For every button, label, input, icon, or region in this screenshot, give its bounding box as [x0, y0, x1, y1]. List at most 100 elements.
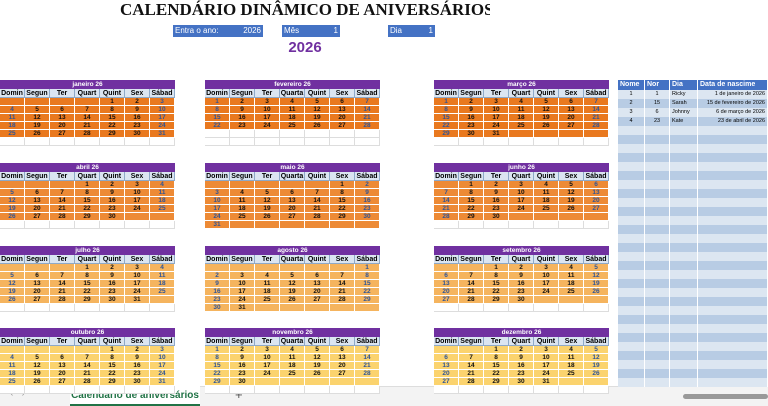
table-cell: Kate	[670, 117, 698, 126]
weekday: Quart	[509, 172, 534, 181]
weekday: Sex	[330, 89, 355, 98]
day-cell: 30	[125, 130, 150, 138]
day-cell: 21	[75, 122, 100, 130]
day-cell: 23	[100, 288, 125, 296]
empty-row	[618, 243, 645, 252]
empty-row	[645, 198, 670, 207]
day-input[interactable]	[388, 25, 435, 37]
empty-row	[618, 135, 645, 144]
day-cell: 21	[434, 205, 459, 213]
table-header[interactable]: Nor	[645, 80, 670, 90]
empty-cell	[305, 386, 330, 394]
day-cell: 20	[50, 370, 75, 378]
day-cell: 13	[25, 280, 50, 288]
day-cell: 14	[50, 197, 75, 205]
empty-row	[645, 297, 670, 306]
empty-row	[670, 234, 698, 243]
empty-cell	[534, 221, 559, 229]
empty-row	[698, 216, 768, 225]
empty-row	[645, 171, 670, 180]
empty-cell	[484, 221, 509, 229]
day-cell	[205, 181, 230, 189]
day-value[interactable]: 1	[428, 26, 433, 35]
day-cell: 19	[534, 114, 559, 122]
day-cell	[534, 213, 559, 221]
day-cell: 6	[280, 189, 305, 197]
month-title: fevereiro 26	[205, 80, 380, 89]
day-cell: 2	[509, 346, 534, 354]
empty-row	[670, 207, 698, 216]
weekday: Domin	[434, 337, 459, 346]
empty-row	[670, 126, 698, 135]
day-cell	[330, 264, 355, 272]
day-cell: 7	[459, 272, 484, 280]
year-input[interactable]	[173, 25, 263, 37]
empty-cell	[150, 138, 175, 146]
day-cell: 14	[330, 280, 355, 288]
month-input[interactable]	[282, 25, 340, 37]
day-cell: 12	[280, 280, 305, 288]
empty-row	[670, 378, 698, 387]
day-cell: 2	[355, 181, 380, 189]
day-cell: 4	[509, 98, 534, 106]
day-cell: 3	[125, 181, 150, 189]
day-cell: 10	[255, 106, 280, 114]
empty-cell	[459, 304, 484, 312]
day-cell	[305, 181, 330, 189]
day-cell: 20	[330, 362, 355, 370]
day-cell: 24	[255, 370, 280, 378]
empty-row	[645, 252, 670, 261]
day-cell: 15	[459, 197, 484, 205]
day-cell: 31	[150, 378, 175, 386]
weekday: Segun	[230, 255, 255, 264]
empty-cell	[330, 386, 355, 394]
day-cell: 5	[0, 189, 25, 197]
table-header[interactable]: Data de nascime	[698, 80, 768, 90]
empty-row	[698, 324, 768, 333]
table-header[interactable]: Nome	[618, 80, 645, 90]
weekday: Quart	[509, 89, 534, 98]
weekday: Quart	[75, 255, 100, 264]
day-cell: 5	[584, 346, 609, 354]
day-cell: 28	[459, 296, 484, 304]
empty-row	[698, 225, 768, 234]
day-cell: 29	[205, 378, 230, 386]
day-cell	[559, 378, 584, 386]
empty-row	[698, 189, 768, 198]
weekday: Ter	[50, 89, 75, 98]
day-cell: 11	[280, 354, 305, 362]
weekday: Domin	[0, 172, 25, 181]
empty-row	[618, 225, 645, 234]
scrollbar[interactable]	[683, 394, 768, 399]
add-sheet[interactable]: +	[235, 387, 243, 402]
day-cell: 5	[0, 272, 25, 280]
day-cell	[50, 264, 75, 272]
table-cell: 1	[645, 90, 670, 99]
day-cell	[330, 221, 355, 229]
month-value[interactable]: 1	[333, 26, 338, 35]
empty-cell	[484, 304, 509, 312]
day-cell: 21	[50, 205, 75, 213]
weekday: Domin	[0, 255, 25, 264]
day-cell	[25, 98, 50, 106]
empty-row	[698, 234, 768, 243]
day-cell: 14	[75, 362, 100, 370]
day-cell: 17	[205, 205, 230, 213]
table-header[interactable]: Dia	[670, 80, 698, 90]
month-title: outubro 26	[0, 328, 175, 337]
year-value[interactable]: 2026	[243, 26, 261, 35]
day-cell: 23	[509, 370, 534, 378]
empty-cell	[459, 221, 484, 229]
empty-cell	[305, 138, 330, 146]
day-cell: 18	[150, 197, 175, 205]
empty-row	[618, 342, 645, 351]
day-cell: 15	[484, 280, 509, 288]
day-cell: 3	[484, 98, 509, 106]
weekday: Quart	[509, 255, 534, 264]
day-cell: 10	[205, 197, 230, 205]
table-cell: 6 de março de 2026	[698, 108, 768, 117]
empty-row	[670, 252, 698, 261]
day-cell: 31	[205, 221, 230, 229]
weekday: Quint	[305, 172, 330, 181]
